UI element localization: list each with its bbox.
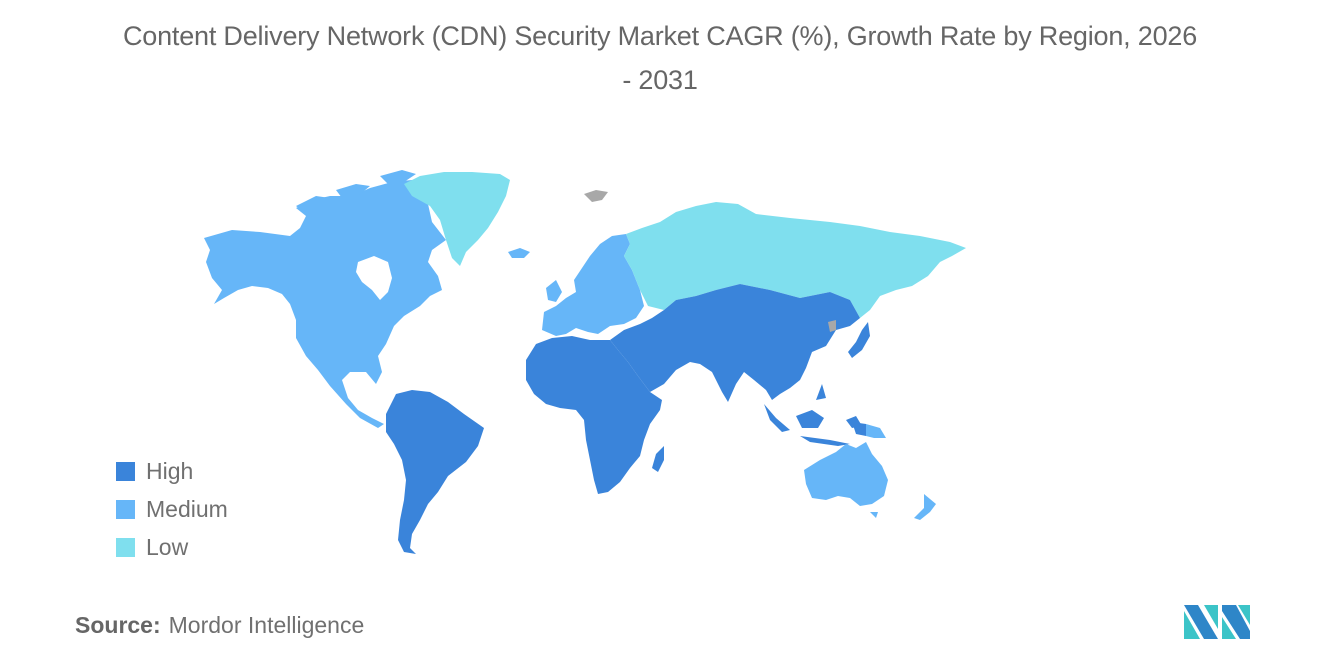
legend-label-low: Low (146, 533, 189, 560)
region-north-america (204, 180, 446, 428)
legend-item-medium: Medium (116, 490, 228, 528)
mordor-intelligence-logo-icon (1184, 605, 1250, 639)
region-tasmania (870, 512, 878, 518)
region-southeast-asia (764, 384, 862, 446)
region-iceland (508, 248, 530, 258)
chart-title-line1: Content Delivery Network (CDN) Security … (122, 21, 1198, 51)
source-value: Mordor Intelligence (168, 612, 365, 638)
region-greenland (404, 172, 510, 266)
legend-item-high: High (116, 452, 228, 490)
region-japan (848, 322, 870, 358)
legend-swatch-high (116, 461, 135, 481)
region-russia (624, 202, 966, 318)
legend-item-low: Low (116, 528, 228, 566)
region-south-america (386, 390, 484, 554)
source-label: Source: (75, 612, 161, 638)
region-africa (526, 336, 662, 494)
region-korea-no-data (828, 320, 836, 332)
region-europe (542, 234, 644, 336)
region-png-east (866, 424, 886, 438)
region-australia (804, 442, 888, 506)
region-hudson-bay-cutout (356, 256, 392, 300)
region-png (852, 422, 866, 436)
legend-label-medium: Medium (146, 495, 228, 522)
region-madagascar (652, 446, 664, 472)
legend: High Medium Low (116, 452, 228, 566)
legend-label-high: High (146, 457, 194, 484)
region-new-zealand (914, 494, 936, 520)
region-uk (546, 280, 562, 302)
region-canadian-islands (296, 170, 416, 214)
legend-swatch-low (116, 537, 135, 557)
region-asia (610, 284, 860, 402)
source-attribution: Source: Mordor Intelligence (75, 612, 364, 639)
chart-title-line2: - 2031 (622, 65, 698, 95)
region-svalbard-no-data (584, 190, 608, 202)
legend-swatch-medium (116, 499, 135, 519)
chart-title: Content Delivery Network (CDN) Security … (0, 14, 1320, 102)
